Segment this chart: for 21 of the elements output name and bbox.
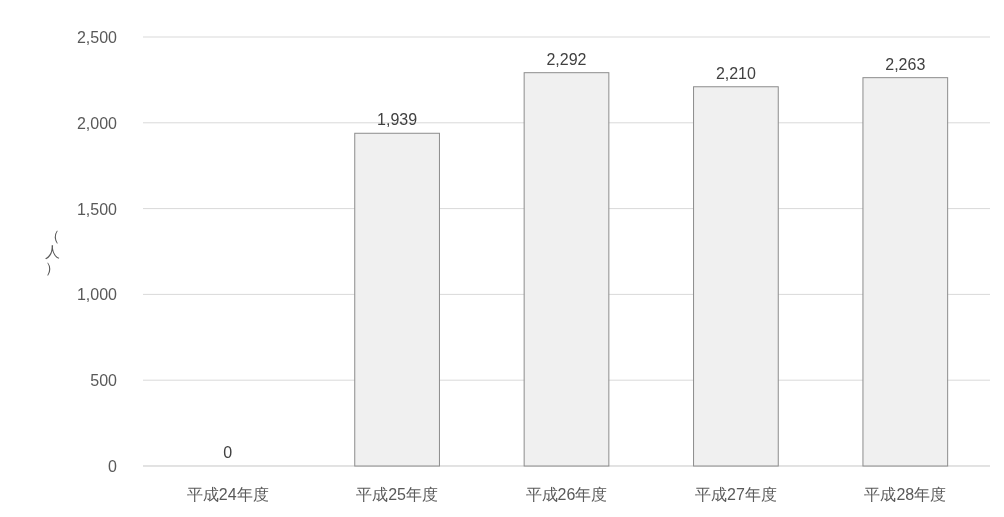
bar xyxy=(862,77,949,467)
data-label: 0 xyxy=(223,444,233,461)
bar xyxy=(693,86,779,467)
data-label: 1,939 xyxy=(377,111,418,129)
x-tick-label: 平成26年度 xyxy=(525,486,608,503)
y-axis-title: （人） xyxy=(44,226,60,276)
data-label: 2,210 xyxy=(715,64,757,82)
y-tick-label: 2,500 xyxy=(76,29,118,46)
y-tick-label: 1,500 xyxy=(76,200,118,218)
data-label: 2,292 xyxy=(546,50,587,68)
y-tick-label: 2,000 xyxy=(76,114,118,132)
x-tick-label: 平成27年度 xyxy=(695,486,777,503)
x-tick-label: 平成24年度 xyxy=(186,486,269,503)
y-tick-label: 1,000 xyxy=(76,286,118,304)
bar xyxy=(523,72,610,467)
x-tick-label: 平成25年度 xyxy=(356,486,438,503)
data-label: 2,263 xyxy=(885,55,926,73)
x-tick-label: 平成28年度 xyxy=(864,486,947,503)
bar xyxy=(354,132,440,467)
y-tick-label: 500 xyxy=(90,372,118,390)
y-tick-label: 0 xyxy=(108,458,118,475)
